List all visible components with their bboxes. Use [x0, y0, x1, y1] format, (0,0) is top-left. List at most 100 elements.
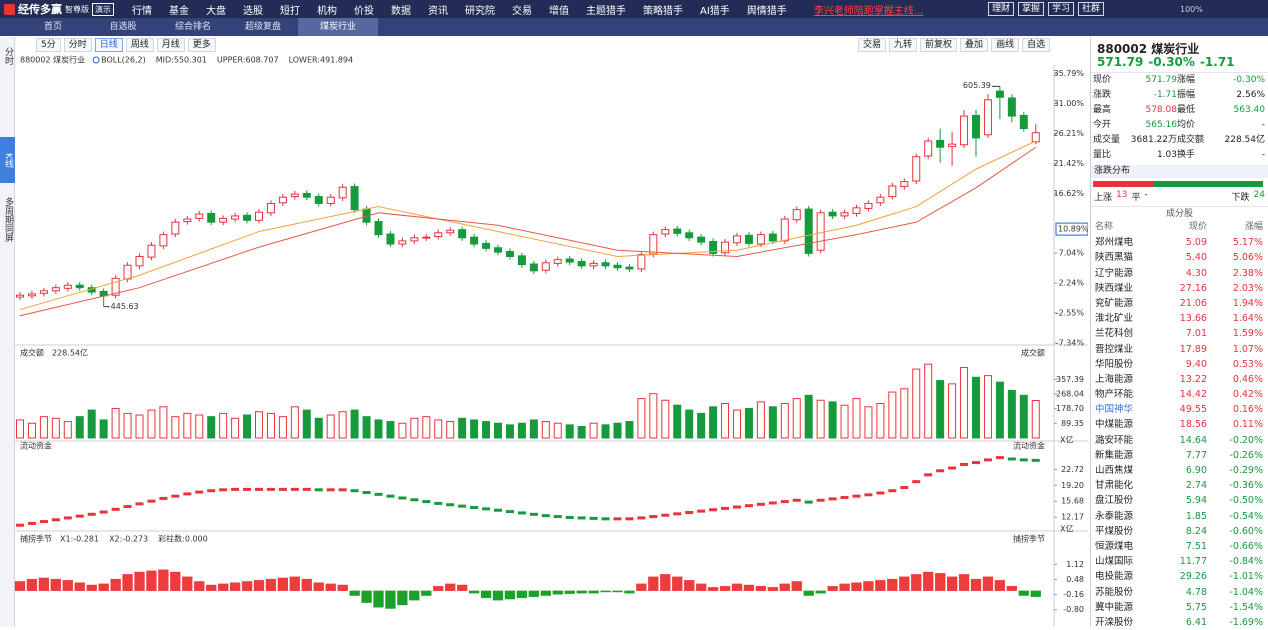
flow-point: [613, 517, 622, 521]
constituent-row[interactable]: 辽宁能源 4.30 2.38%: [1091, 266, 1268, 281]
tab[interactable]: 超级复盘: [244, 22, 281, 32]
menu-item[interactable]: 大盘: [206, 5, 226, 17]
menu-item[interactable]: 价投: [354, 5, 374, 17]
constituent-row[interactable]: 陕西黑猫 5.40 5.06%: [1091, 250, 1268, 265]
volume-bar: [816, 399, 825, 439]
flow-point: [744, 504, 753, 508]
constituent-row[interactable]: 淮北矿业 13.66 1.64%: [1091, 311, 1268, 326]
side-tab[interactable]: 多周期同屏: [3, 196, 13, 242]
volume-bar: [613, 422, 622, 439]
tab[interactable]: 综合排名: [174, 22, 211, 32]
indicator-bar: [492, 590, 504, 601]
candle-body: [828, 211, 837, 217]
flow-point: [983, 458, 992, 462]
constituent-row[interactable]: 盘江股份 5.94 -0.50%: [1091, 493, 1268, 508]
period-button[interactable]: 日线: [94, 38, 123, 52]
flow-point: [972, 461, 980, 465]
period-button[interactable]: 5分: [36, 38, 61, 52]
legend-entry: MID:550.301: [156, 56, 207, 65]
menu-item[interactable]: 研究院: [465, 5, 495, 17]
stock-name: 辽宁能源: [1095, 267, 1134, 279]
menu-item[interactable]: AI猎手: [700, 5, 730, 17]
menu-item[interactable]: 资讯: [428, 5, 448, 17]
candle-body: [744, 234, 753, 244]
candle-body: [75, 284, 84, 289]
tab[interactable]: 首页: [43, 22, 62, 32]
side-tab[interactable]: K线: [0, 137, 15, 183]
constituent-row[interactable]: 苏能股份 4.78 -1.04%: [1091, 585, 1268, 600]
quote-label: 涨跌: [1093, 90, 1112, 100]
menu-item[interactable]: 舆情猎手: [746, 5, 787, 17]
constituent-row[interactable]: 陕西煤业 27.16 2.03%: [1091, 281, 1268, 296]
constituent-row[interactable]: 郑州煤电 5.09 5.17%: [1091, 235, 1268, 250]
tool-button[interactable]: 画线: [991, 38, 1020, 52]
period-button[interactable]: 更多: [187, 38, 216, 52]
constituent-row[interactable]: 兰花科创 7.01 1.59%: [1091, 326, 1268, 341]
constituent-row[interactable]: 山西焦煤 6.90 -0.29%: [1091, 463, 1268, 478]
flow-point: [948, 466, 957, 470]
promo-link[interactable]: 李兴老师陪跑掌握主线...: [813, 5, 924, 17]
constituent-row[interactable]: 新集能源 7.77 -0.26%: [1091, 448, 1268, 463]
menu-item[interactable]: 数据: [391, 5, 411, 17]
constituent-row[interactable]: 平煤股份 8.24 -0.60%: [1091, 524, 1268, 539]
constituent-row[interactable]: 中国神华 49.55 0.16%: [1091, 402, 1268, 417]
logo-text: 经传多赢: [18, 3, 62, 16]
flow-point: [123, 505, 132, 509]
indicator-bar: [684, 580, 695, 591]
constituent-row[interactable]: 物产环能 14.42 0.42%: [1091, 387, 1268, 402]
tool-button[interactable]: 自选: [1022, 38, 1051, 52]
flow-point: [87, 512, 96, 516]
period-button[interactable]: 月线: [156, 38, 185, 52]
constituent-row[interactable]: 甘肃能化 2.74 -0.36%: [1091, 478, 1268, 493]
nav-button[interactable]: 社群: [1078, 2, 1105, 16]
demo-badge: 演示: [92, 2, 114, 16]
tab[interactable]: 自选股: [109, 22, 137, 32]
stock-change: -1.54%: [1229, 601, 1263, 613]
menu-item[interactable]: 增值: [549, 5, 569, 17]
menu-item[interactable]: 策略猎手: [643, 5, 683, 17]
constituent-row[interactable]: 潞安环能 14.64 -0.20%: [1091, 433, 1268, 448]
stock-change: -0.50%: [1229, 495, 1263, 507]
tab[interactable]: 煤炭行业: [298, 18, 378, 36]
candle-body: [243, 214, 252, 221]
side-tab[interactable]: 分时: [3, 47, 13, 65]
candle-body: [171, 221, 180, 235]
volume-bar: [135, 414, 144, 439]
candle-body: [565, 258, 574, 263]
period-button[interactable]: 周线: [125, 38, 154, 52]
quote-label: 涨幅: [1177, 75, 1196, 85]
tool-button[interactable]: 前复权: [920, 38, 958, 52]
constituent-row[interactable]: 永泰能源 1.85 -0.54%: [1091, 509, 1268, 524]
period-button[interactable]: 分时: [63, 38, 92, 52]
menu-item[interactable]: 交易: [512, 5, 532, 17]
menu-item[interactable]: 基金: [169, 5, 189, 17]
tool-button[interactable]: 九转: [889, 38, 918, 52]
stock-price: 8.24: [1185, 525, 1207, 537]
menu-item[interactable]: 短打: [280, 5, 300, 17]
constituent-row[interactable]: 冀中能源 5.75 -1.54%: [1091, 600, 1268, 615]
tool-button[interactable]: 交易: [858, 38, 887, 52]
menu-item[interactable]: 行情: [132, 5, 152, 17]
nav-button[interactable]: 学习: [1048, 2, 1075, 16]
indicator-bar: [62, 580, 73, 591]
nav-button[interactable]: 理财: [988, 2, 1015, 16]
constituent-row[interactable]: 山煤国际 11.77 -0.84%: [1091, 554, 1268, 569]
menu-item[interactable]: 主题猎手: [586, 5, 626, 17]
constituent-row[interactable]: 电投能源 29.26 -1.01%: [1091, 569, 1268, 584]
menu-item[interactable]: 选股: [243, 5, 263, 17]
constituent-row[interactable]: 晋控煤业 17.89 1.07%: [1091, 342, 1268, 357]
constituent-row[interactable]: 上海能源 13.22 0.46%: [1091, 372, 1268, 387]
volume-bar: [744, 407, 753, 439]
constituent-row[interactable]: 兖矿能源 21.06 1.94%: [1091, 296, 1268, 311]
constituent-row[interactable]: 恒源煤电 7.51 -0.66%: [1091, 539, 1268, 554]
constituent-row[interactable]: 开滦股份 6.41 -1.69%: [1091, 615, 1268, 630]
volume-bar: [553, 422, 562, 439]
quote-label: 量比: [1093, 150, 1112, 160]
tool-button[interactable]: 叠加: [960, 38, 989, 52]
nav-button[interactable]: 掌握: [1018, 2, 1045, 16]
indicator-bar: [456, 584, 468, 591]
menu-item[interactable]: 机构: [317, 5, 337, 17]
constituent-row[interactable]: 华阳股份 9.40 0.53%: [1091, 357, 1268, 372]
constituent-row[interactable]: 中煤能源 18.56 0.11%: [1091, 417, 1268, 432]
candle-body: [960, 115, 969, 146]
